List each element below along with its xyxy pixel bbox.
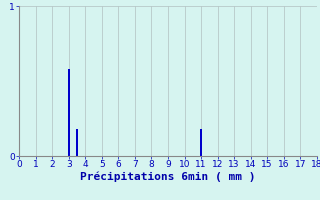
Bar [200,129,202,156]
Bar [68,69,70,156]
Bar [76,129,78,156]
X-axis label: Précipitations 6min ( mm ): Précipitations 6min ( mm ) [80,172,256,182]
